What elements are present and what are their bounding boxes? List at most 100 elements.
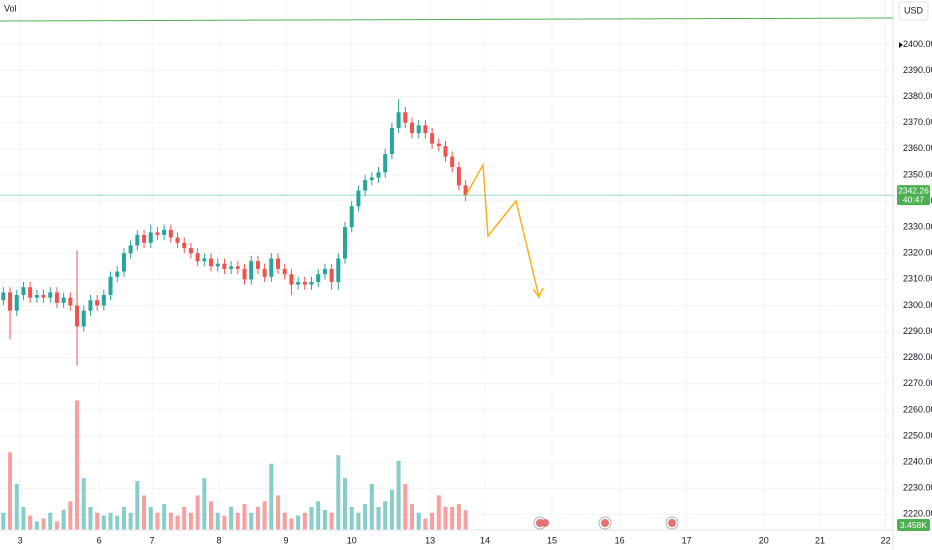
scale-marker <box>899 42 903 48</box>
volume-bar <box>28 515 33 530</box>
candle-body <box>121 253 126 272</box>
candle-body <box>269 258 274 277</box>
y-tick-label: 2360.00 <box>903 143 932 153</box>
volume-bar <box>222 515 227 530</box>
candle-body <box>383 154 388 173</box>
candle-body <box>443 146 448 157</box>
candle-body <box>363 180 368 191</box>
volume-bar <box>369 483 374 530</box>
candle-body <box>195 253 200 262</box>
volume-bar <box>389 489 394 530</box>
candle-body <box>81 310 86 327</box>
volume-bar <box>108 512 113 530</box>
y-tick-label: 2350.00 <box>903 169 932 179</box>
volume-bar <box>175 515 180 530</box>
event-flag <box>601 519 609 527</box>
candle-body <box>342 227 348 259</box>
volume-bar <box>289 518 294 530</box>
y-tick-label: 2270.00 <box>903 378 932 388</box>
candle-body <box>68 297 73 306</box>
y-tick-label: 2310.00 <box>903 274 932 284</box>
projection-arrow <box>464 162 540 298</box>
candle-body <box>142 234 147 243</box>
volume-bar <box>61 509 66 530</box>
volume-title: Vol <box>4 3 17 13</box>
volume-bar <box>456 504 461 530</box>
candle-body <box>296 281 301 285</box>
candle-body <box>242 268 247 280</box>
candle-body <box>262 268 267 277</box>
x-tick-label: 7 <box>150 535 155 545</box>
volume-bar <box>363 504 368 530</box>
candle-body <box>235 266 240 269</box>
y-tick-label: 2330.00 <box>903 222 932 232</box>
candle-body <box>369 177 374 181</box>
volume-bar <box>443 506 448 530</box>
y-tick-label: 2380.00 <box>903 91 932 101</box>
volume-bar <box>1 512 6 530</box>
volume-bar <box>135 481 140 530</box>
candle-body <box>202 258 207 262</box>
volume-bar <box>409 504 415 530</box>
last-price-tag <box>897 185 930 206</box>
volume-bar <box>14 483 19 530</box>
last-price-label: 2342.26 <box>898 185 929 195</box>
candle-body <box>54 292 59 303</box>
candle-body <box>463 185 468 196</box>
y-tick-label: 2390.00 <box>903 65 932 75</box>
candle-body <box>349 206 354 228</box>
currency-button[interactable] <box>898 1 929 21</box>
volume-bar <box>269 463 274 530</box>
volume-bar <box>302 512 307 530</box>
volume-bar <box>121 506 126 530</box>
volume-bar <box>383 501 388 530</box>
candle-body <box>316 274 321 282</box>
volume-bar <box>430 512 435 530</box>
candle-body <box>255 261 260 269</box>
y-tick-label: 2320.00 <box>903 248 932 258</box>
volume-bar <box>423 518 428 530</box>
candle-body <box>175 237 180 243</box>
candle-body <box>356 190 361 207</box>
volume-bar <box>349 506 354 530</box>
candle-body <box>396 112 401 128</box>
candle-body <box>322 268 327 275</box>
candle-body <box>309 281 314 285</box>
candle-body <box>61 297 66 303</box>
candle-body <box>8 292 13 311</box>
volume-bar <box>188 512 193 530</box>
candle-body <box>436 143 441 147</box>
volume-bar <box>309 506 314 530</box>
candle-body <box>168 229 173 238</box>
candle-body <box>28 287 33 298</box>
volume-bar <box>182 506 187 530</box>
candle-body <box>430 133 435 144</box>
volume-bar <box>416 512 421 530</box>
volume-bar <box>115 515 120 530</box>
volume-bar <box>396 460 401 530</box>
volume-bar <box>75 400 80 530</box>
x-tick-label: 10 <box>347 535 357 545</box>
candle-body <box>409 122 415 134</box>
candle-body <box>336 258 341 282</box>
y-tick-label: 2370.00 <box>903 117 932 127</box>
volume-bar <box>229 506 234 530</box>
volume-bar <box>209 501 214 530</box>
volume-bar <box>142 495 147 530</box>
volume-bar <box>41 518 46 530</box>
candle-body <box>182 242 187 249</box>
candle-body <box>14 295 19 311</box>
currency-label[interactable]: USD <box>904 5 924 15</box>
candle-body <box>188 248 193 254</box>
volume-bar <box>168 512 173 530</box>
candle-body <box>88 300 93 311</box>
volume-bar <box>262 501 267 530</box>
candle-body <box>289 274 294 285</box>
x-tick-label: 8 <box>217 535 222 545</box>
volume-bar <box>235 512 240 530</box>
y-tick-label: 2260.00 <box>903 404 932 414</box>
x-tick-label: 20 <box>759 535 769 545</box>
candle-body <box>21 287 26 296</box>
volume-bar <box>68 501 73 530</box>
volume-bar <box>195 495 200 530</box>
